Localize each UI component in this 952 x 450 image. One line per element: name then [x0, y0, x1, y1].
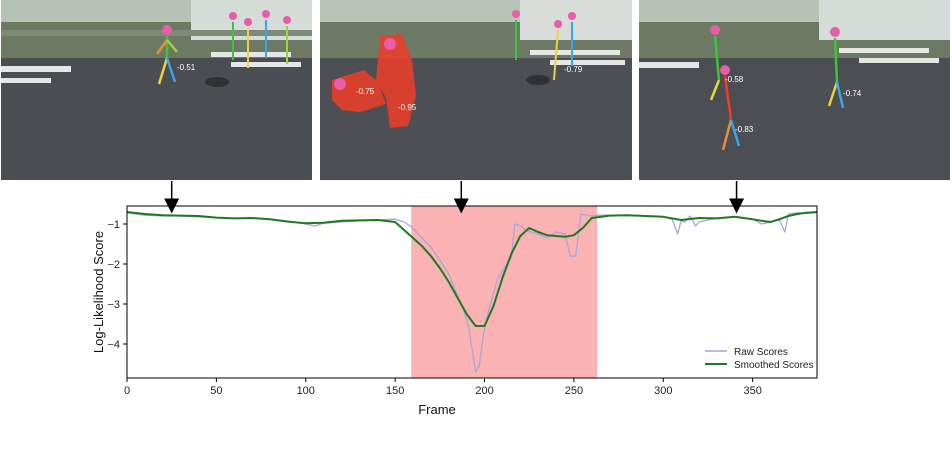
x-tick-label: 50	[210, 385, 222, 397]
x-tick-label: 300	[654, 385, 672, 397]
plot-area-frame	[126, 205, 818, 379]
frame-thumbnail-anomaly: -0.95 -0.75 -0.79	[320, 0, 632, 180]
y-tick-label: −2	[107, 259, 120, 271]
frame-thumbnail-normal-group: -0.58 -0.74 -0.83	[639, 0, 950, 180]
x-tick-label: 100	[297, 385, 315, 397]
x-tick-label: 250	[565, 385, 583, 397]
y-tick-label: −4	[107, 339, 120, 351]
frame-thumbnail-normal: -0.51	[1, 0, 312, 180]
x-tick-label: 150	[386, 385, 404, 397]
person-score-label: -0.95	[398, 103, 417, 112]
x-axis-label: Frame	[418, 402, 456, 417]
x-tick-label: 0	[124, 385, 130, 397]
person-score-label: -0.83	[735, 125, 754, 134]
y-tick-label: −1	[107, 219, 120, 231]
anomalous-person-highlight	[332, 34, 416, 128]
legend-smoothed-label: Smoothed Scores	[734, 360, 814, 371]
x-tick-label: 200	[475, 385, 493, 397]
smoothed-scores-line	[126, 211, 818, 327]
person-score-label: -0.58	[725, 75, 744, 84]
legend: Raw Scores Smoothed Scores	[705, 347, 814, 371]
person-score-label: -0.79	[564, 65, 583, 74]
person-score-label: -0.74	[843, 89, 862, 98]
walking-person-skeleton	[155, 25, 178, 85]
person-score-label: -0.51	[177, 63, 196, 72]
person-score-label: -0.75	[356, 87, 375, 96]
legend-raw-label: Raw Scores	[734, 347, 788, 358]
y-axis-label: Log-Likelihood Score	[91, 231, 106, 353]
y-tick-label: −3	[107, 299, 120, 311]
anomaly-region	[411, 206, 598, 378]
x-tick-label: 350	[743, 385, 761, 397]
